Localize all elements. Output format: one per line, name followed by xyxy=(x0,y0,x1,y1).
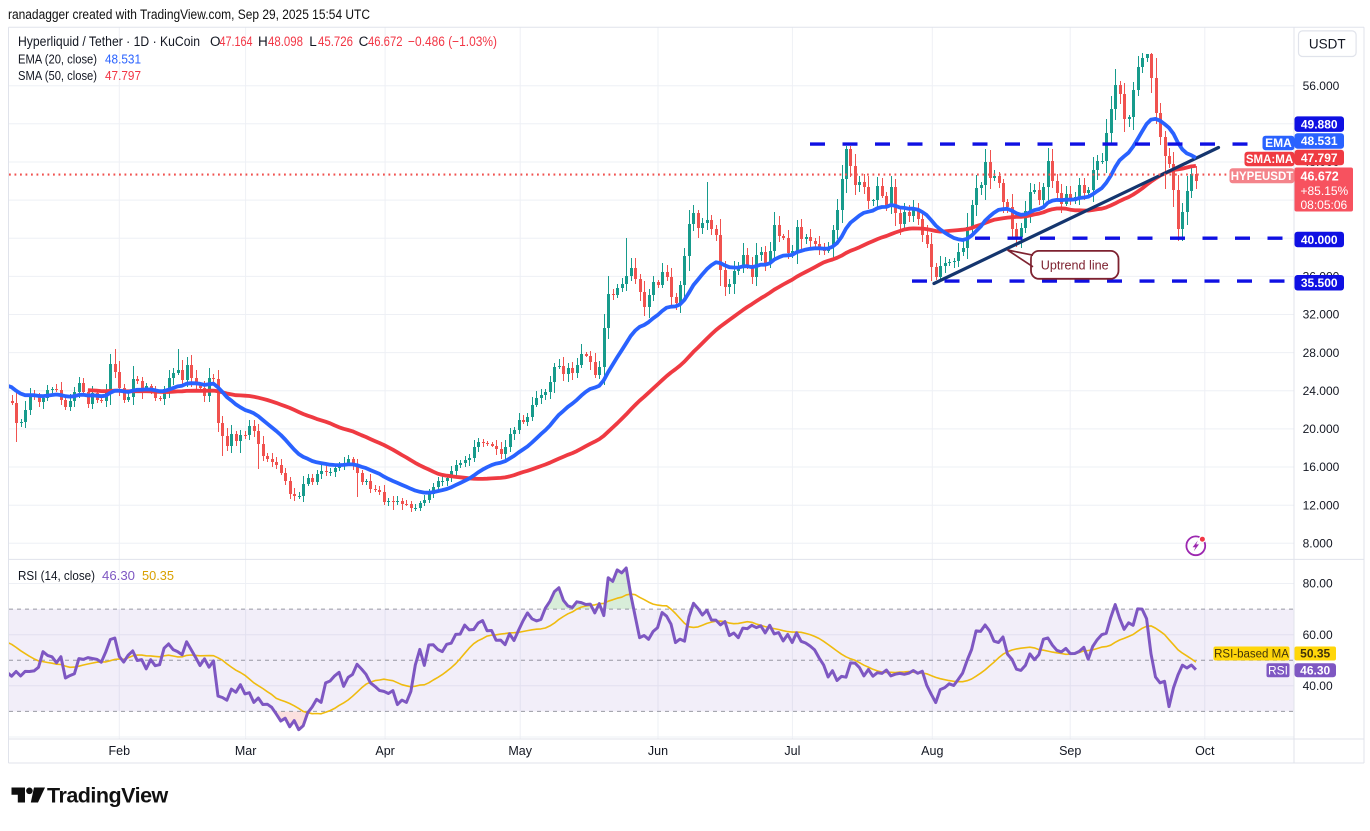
svg-text:08:05:06: 08:05:06 xyxy=(1301,198,1348,212)
svg-text:+85.15%: +85.15% xyxy=(1301,184,1349,198)
svg-text:Jun: Jun xyxy=(648,744,668,758)
svg-text:20.000: 20.000 xyxy=(1303,422,1340,436)
svg-text:−0.486 (−1.03%): −0.486 (−1.03%) xyxy=(408,34,497,49)
svg-text:EMA (20, close): EMA (20, close) xyxy=(18,52,97,67)
svg-text:Apr: Apr xyxy=(375,744,394,758)
svg-text:46.672: 46.672 xyxy=(1301,170,1339,184)
svg-text:RSI-based MA: RSI-based MA xyxy=(1214,649,1289,661)
svg-text:O: O xyxy=(210,34,221,49)
svg-text:50.35: 50.35 xyxy=(1300,647,1330,661)
svg-text:24.000: 24.000 xyxy=(1303,384,1340,398)
svg-text:46.30: 46.30 xyxy=(102,568,135,583)
svg-text:Oct: Oct xyxy=(1195,744,1215,758)
svg-text:C: C xyxy=(359,34,369,49)
svg-text:ranadagger created with Tradin: ranadagger created with TradingView.com,… xyxy=(8,7,370,22)
svg-text:47.797: 47.797 xyxy=(105,68,141,83)
svg-text:16.000: 16.000 xyxy=(1303,460,1340,474)
svg-text:SMA (50, close): SMA (50, close) xyxy=(18,68,97,83)
svg-text:28.000: 28.000 xyxy=(1303,346,1340,360)
svg-text:48.531: 48.531 xyxy=(105,52,141,67)
svg-text:80.00: 80.00 xyxy=(1303,577,1333,591)
svg-text:SMA:MA: SMA:MA xyxy=(1246,154,1293,166)
svg-text:Sep: Sep xyxy=(1059,744,1081,758)
svg-text:L: L xyxy=(309,34,317,49)
svg-text:Mar: Mar xyxy=(235,744,257,758)
svg-text:USDT: USDT xyxy=(1309,37,1346,52)
svg-text:RSI: RSI xyxy=(1268,664,1288,678)
svg-text:48.531: 48.531 xyxy=(1301,134,1338,148)
svg-text:Hyperliquid / Tether · 1D · Ku: Hyperliquid / Tether · 1D · KuCoin xyxy=(18,33,200,49)
svg-text:Jul: Jul xyxy=(784,744,800,758)
svg-text:RSI (14, close): RSI (14, close) xyxy=(18,568,95,583)
svg-text:49.880: 49.880 xyxy=(1301,117,1338,131)
svg-text:40.000: 40.000 xyxy=(1301,233,1338,247)
svg-text:Uptrend line: Uptrend line xyxy=(1041,258,1109,272)
svg-text:H: H xyxy=(258,34,268,49)
svg-text:45.726: 45.726 xyxy=(318,34,353,49)
svg-text:47.164: 47.164 xyxy=(220,34,253,49)
svg-text:35.500: 35.500 xyxy=(1301,276,1338,290)
svg-text:46.672: 46.672 xyxy=(368,34,403,49)
svg-text:TradingView: TradingView xyxy=(47,784,169,808)
svg-text:47.797: 47.797 xyxy=(1301,151,1338,165)
svg-text:EMA: EMA xyxy=(1265,136,1292,150)
svg-text:Feb: Feb xyxy=(109,744,131,758)
svg-text:12.000: 12.000 xyxy=(1303,498,1340,512)
svg-text:50.35: 50.35 xyxy=(142,568,174,583)
svg-text:32.000: 32.000 xyxy=(1303,308,1340,322)
svg-text:48.098: 48.098 xyxy=(268,34,303,49)
svg-text:46.30: 46.30 xyxy=(1300,664,1330,678)
svg-text:56.000: 56.000 xyxy=(1303,79,1340,93)
svg-text:Aug: Aug xyxy=(921,744,943,758)
svg-text:40.00: 40.00 xyxy=(1303,679,1333,693)
svg-text:60.00: 60.00 xyxy=(1303,628,1333,642)
svg-text:May: May xyxy=(508,744,532,758)
svg-text:8.000: 8.000 xyxy=(1303,537,1333,551)
svg-text:HYPEUSDT: HYPEUSDT xyxy=(1231,171,1294,183)
